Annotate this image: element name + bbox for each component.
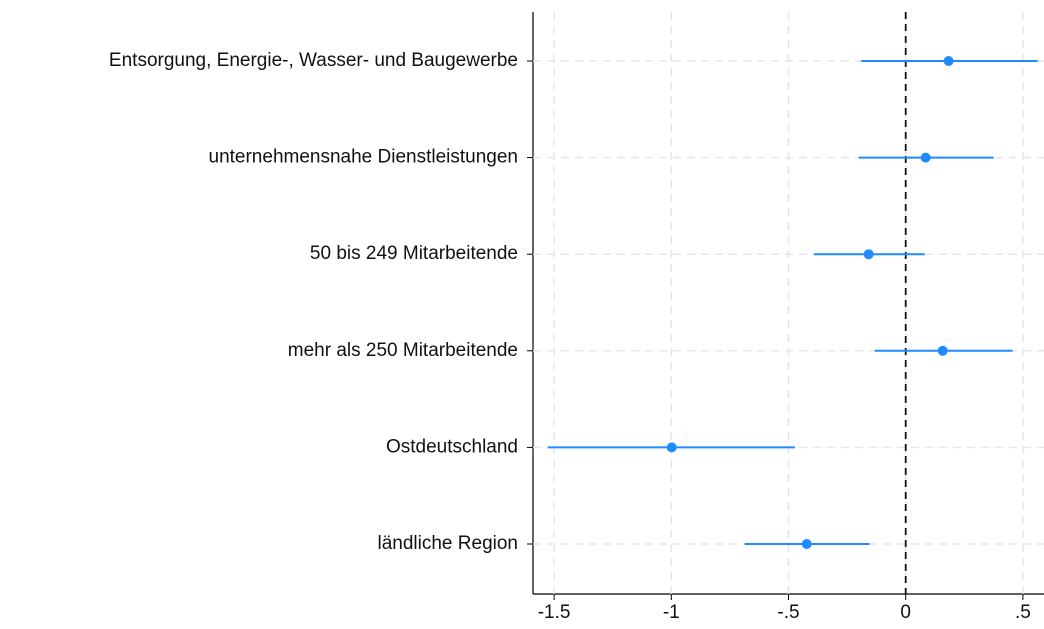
y-tick-label: mehr als 250 Mitarbeitende bbox=[288, 340, 518, 361]
point-estimate bbox=[666, 442, 677, 453]
point-estimate bbox=[920, 152, 931, 163]
y-tick-label: 50 bis 249 Mitarbeitende bbox=[310, 243, 518, 264]
y-tick-label: unternehmensnahe Dienstleistungen bbox=[209, 147, 519, 168]
y-tick-label: Entsorgung, Energie-, Wasser- und Baugew… bbox=[109, 50, 518, 71]
point-estimate bbox=[937, 345, 948, 356]
x-tick-label: .5 bbox=[1015, 602, 1031, 623]
x-tick-label: -.5 bbox=[777, 602, 799, 623]
y-tick-label: ländliche Region bbox=[378, 533, 519, 554]
point-estimate bbox=[863, 249, 874, 260]
x-tick-label: 0 bbox=[900, 602, 911, 623]
point-estimate bbox=[943, 56, 954, 66]
y-tick-label: Ostdeutschland bbox=[386, 436, 518, 457]
point-estimate bbox=[801, 539, 812, 549]
x-tick-label: -1.5 bbox=[538, 602, 571, 623]
x-tick-label: -1 bbox=[663, 602, 680, 623]
